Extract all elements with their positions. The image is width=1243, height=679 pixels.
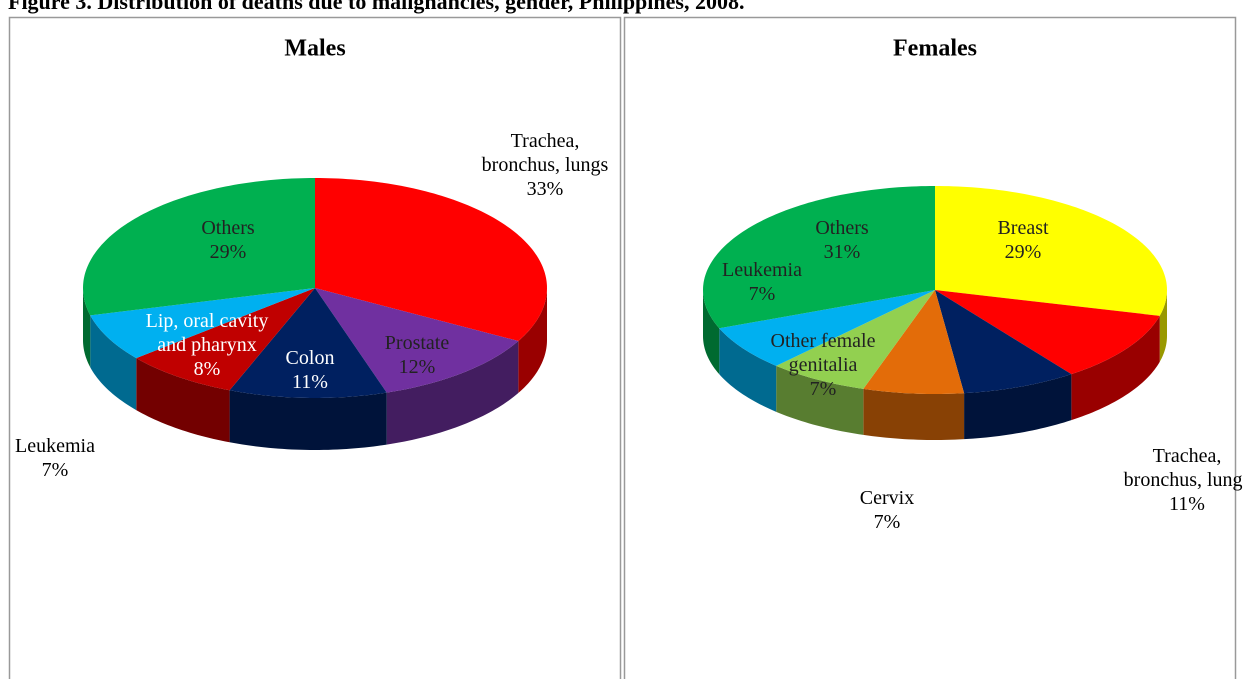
slice-label-box: Trachea, bronchus, lungs 11% xyxy=(1117,420,1243,540)
slice-label-box: Others 29% xyxy=(158,180,298,300)
slice-side xyxy=(964,374,1072,440)
chart-title: Males xyxy=(284,36,345,62)
slice-label-box: Prostate 12% xyxy=(347,295,487,415)
slice-side xyxy=(703,290,720,375)
value-label: 11% xyxy=(292,371,328,393)
slice-side xyxy=(1159,290,1167,362)
slice xyxy=(315,178,547,341)
value-label: 12% xyxy=(398,356,436,378)
slice-side xyxy=(386,340,519,445)
category-label: Colon xyxy=(285,347,335,369)
category-label: Cervix xyxy=(859,487,915,509)
slice-label-box: Colon 11% xyxy=(240,310,380,430)
slice-label-box: Other female genitalia 7% xyxy=(753,305,893,425)
slice-side xyxy=(776,365,864,435)
slice-label-box: Trachea, bronchus, lungs 33% xyxy=(475,105,615,225)
category-label: Leukemia xyxy=(15,435,95,457)
slice xyxy=(863,290,965,394)
value-label: 11% xyxy=(1169,493,1205,515)
slice-side xyxy=(136,358,230,443)
slice-label-box: Leukemia 7% xyxy=(0,398,125,518)
chart-title: Females xyxy=(893,36,977,62)
category-label: Trachea, bronchus, lungs xyxy=(481,130,609,176)
figure-title: Figure 3. Distribution of deaths due to … xyxy=(8,0,744,14)
slice-label-box: Lip, oral cavity and pharynx 8% xyxy=(137,285,277,405)
category-label: Leukemia xyxy=(722,259,802,281)
category-label: Prostate xyxy=(384,332,450,354)
value-label: 7% xyxy=(873,511,901,533)
slice xyxy=(935,290,1160,375)
value-label: 29% xyxy=(1004,241,1042,263)
slice-side xyxy=(1071,315,1160,421)
slice-side xyxy=(719,328,777,412)
slice xyxy=(935,290,1072,394)
value-label: 7% xyxy=(748,283,776,305)
slice-side xyxy=(90,315,137,411)
category-label: Lip, oral cavity and pharynx xyxy=(145,310,269,356)
slice xyxy=(229,288,387,398)
slice xyxy=(719,290,935,366)
category-label: Others xyxy=(815,217,869,239)
slice-side xyxy=(518,288,547,393)
slice-label-box: Leukemia 7% xyxy=(692,222,832,342)
slice-label-box: Breast 29% xyxy=(953,180,1093,300)
value-label: 33% xyxy=(526,178,564,200)
slice xyxy=(83,178,315,316)
slice-side xyxy=(83,288,91,368)
value-label: 7% xyxy=(809,378,837,400)
panel-border xyxy=(623,16,1237,679)
slice xyxy=(90,288,316,359)
value-label: 29% xyxy=(209,241,247,263)
slice xyxy=(776,290,935,389)
slice-side xyxy=(229,390,387,450)
slice-label-box: Others 31% xyxy=(772,180,912,300)
category-label: Other female genitalia xyxy=(770,330,876,376)
slice xyxy=(136,288,315,391)
category-label: Trachea, bronchus, lungs xyxy=(1123,445,1243,491)
value-label: 31% xyxy=(823,241,861,263)
panel-border xyxy=(8,16,622,679)
value-label: 7% xyxy=(41,459,69,481)
slice xyxy=(703,186,935,329)
slice xyxy=(315,288,519,393)
value-label: 8% xyxy=(193,358,221,380)
category-label: Breast xyxy=(997,217,1049,239)
slice-side xyxy=(863,388,965,440)
category-label: Others xyxy=(201,217,255,239)
slice-label-box: Cervix 7% xyxy=(817,450,957,570)
slice xyxy=(935,186,1167,316)
